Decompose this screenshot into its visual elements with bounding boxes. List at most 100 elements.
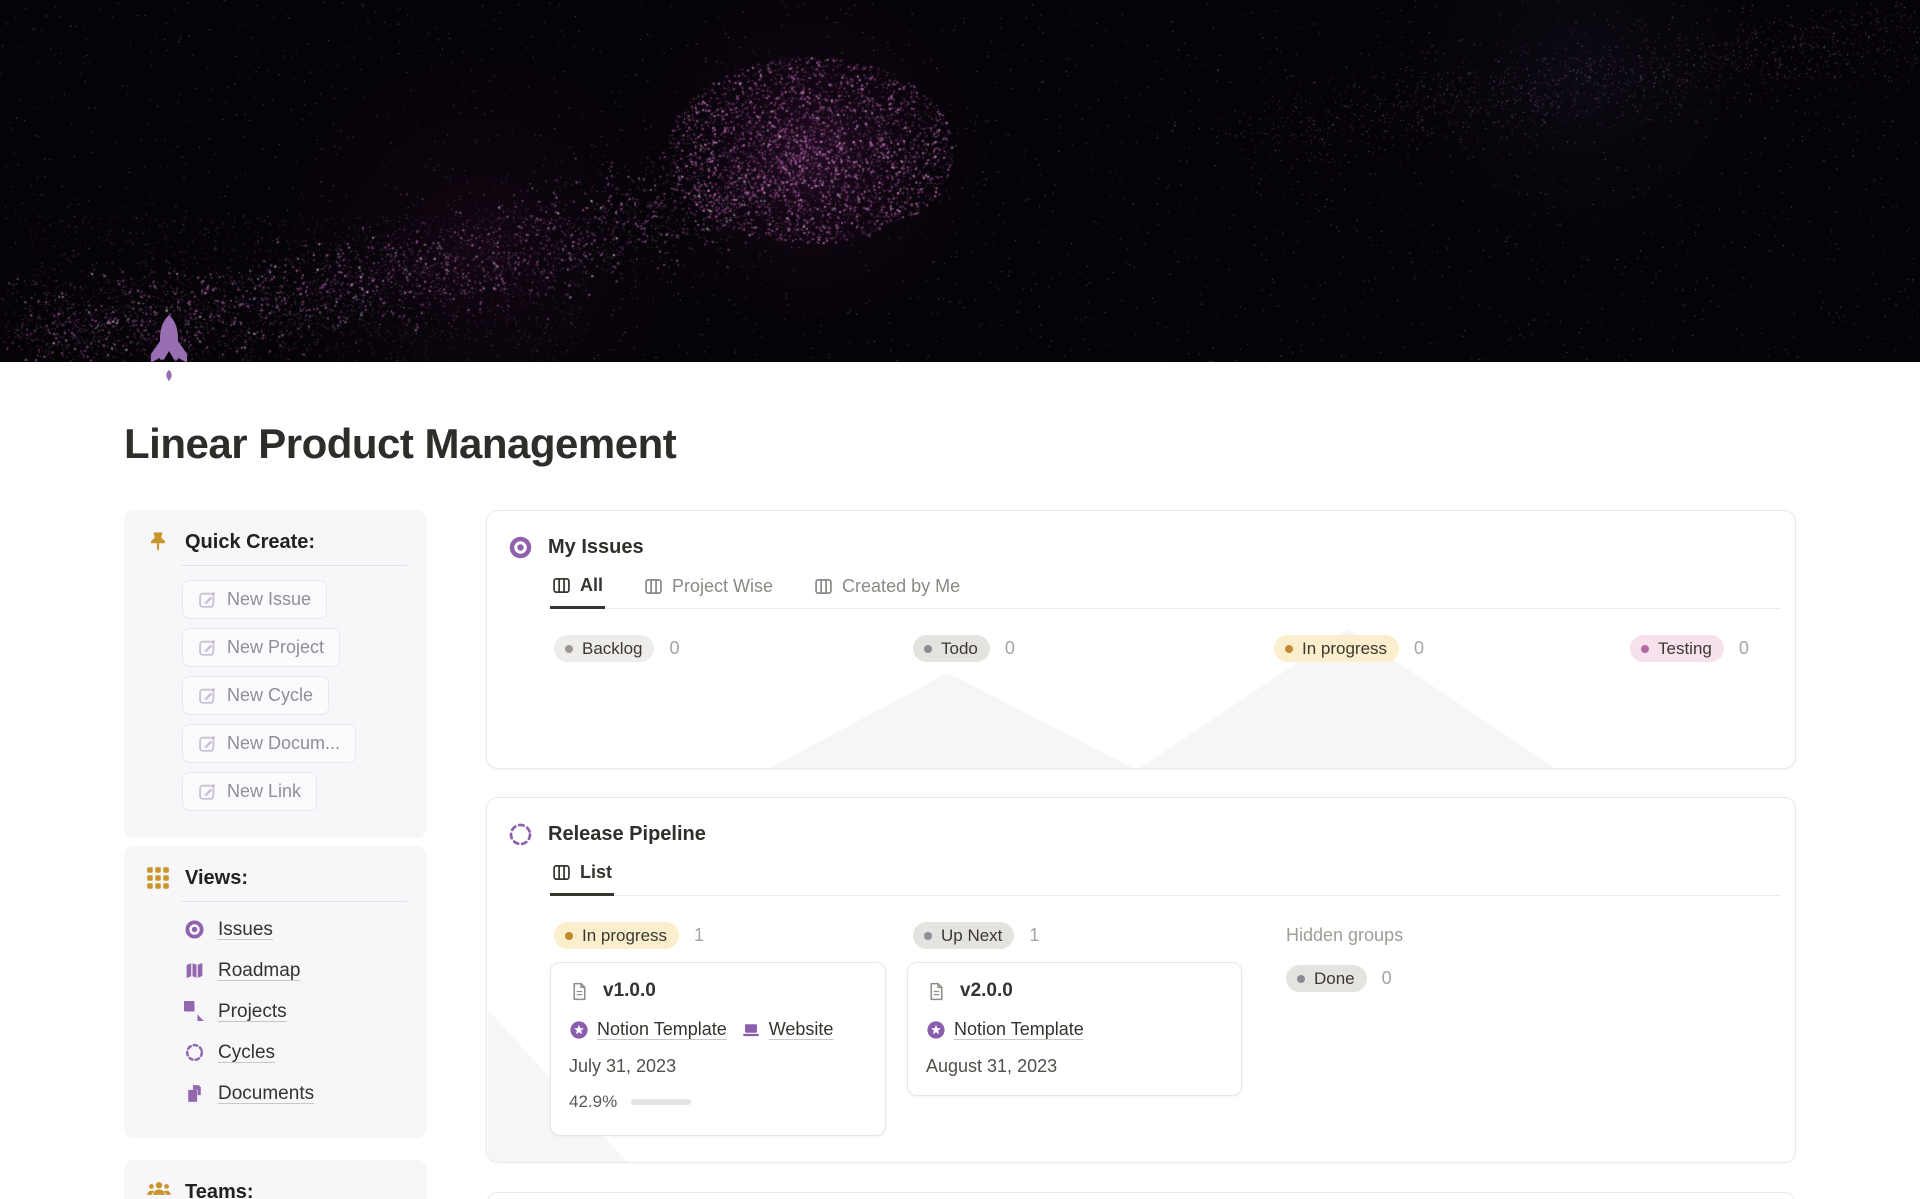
group-count: 0 (1381, 968, 1392, 988)
roadmap-map-icon (186, 962, 203, 979)
group-count: 0 (669, 638, 680, 658)
link-label: Website (768, 1019, 834, 1039)
new-issue-button[interactable]: New Issue (182, 580, 328, 619)
laptop-icon (742, 1023, 759, 1036)
release-card-v1[interactable]: v1.0.0 Notion Template Website (550, 962, 886, 1136)
in-progress-pill[interactable]: In progress (1274, 635, 1400, 662)
teams-heading: Teams: (185, 1180, 254, 1199)
group-testing: Testing 0 (1630, 635, 1795, 662)
quick-create-heading: Quick Create: (185, 530, 316, 553)
documents-pages-icon (188, 1085, 201, 1102)
my-issues-card: My Issues All Project Wise Created by Me (486, 510, 1796, 769)
status-dot (924, 644, 932, 653)
views-heading: Views: (185, 866, 248, 889)
star-circle-icon (927, 1020, 945, 1039)
tab-created-by-me[interactable]: Created by Me (812, 569, 962, 608)
up-next-pill[interactable]: Up Next (913, 922, 1015, 949)
status-dot (924, 931, 932, 940)
group-label: Up Next (941, 925, 1003, 945)
button-label: New Docum... (227, 733, 341, 753)
group-count: 1 (694, 925, 705, 945)
main-content: My Issues All Project Wise Created by Me (486, 510, 1796, 1199)
website-link[interactable]: Website (741, 1019, 834, 1040)
pushpin-icon (146, 530, 170, 554)
button-label: New Project (227, 637, 325, 657)
release-title: v2.0.0 (960, 980, 1013, 1001)
board-column-shade (766, 673, 1137, 768)
grid-icon (146, 866, 170, 890)
new-project-button[interactable]: New Project (182, 628, 341, 667)
projects-pie-icon (184, 1001, 204, 1021)
backlog-pill[interactable]: Backlog (554, 635, 655, 662)
group-count: 0 (1738, 638, 1749, 658)
tab-label: Project Wise (672, 576, 774, 596)
progress-bar (631, 1099, 692, 1105)
sidebar-item-projects[interactable]: Projects (184, 998, 407, 1025)
hidden-groups-label: Hidden groups (1286, 925, 1404, 945)
view-link-label: Projects (218, 1000, 287, 1022)
link-label: Notion Template (597, 1019, 727, 1039)
view-link-label: Roadmap (218, 959, 301, 981)
tab-label: All (580, 575, 604, 595)
release-card-v2[interactable]: v2.0.0 Notion Template August 31, 2023 (907, 962, 1242, 1096)
next-section-card (486, 1192, 1796, 1199)
column-hidden-groups: Hidden groups Done 0 (1286, 922, 1795, 1136)
compose-icon (199, 640, 215, 656)
tab-all[interactable]: All (550, 569, 606, 609)
page-title: Linear Product Management (124, 420, 677, 467)
testing-pill[interactable]: Testing (1630, 635, 1724, 662)
notion-template-link[interactable]: Notion Template (926, 1019, 1084, 1040)
compose-icon (199, 784, 215, 800)
people-icon (146, 1180, 171, 1199)
star-circle-icon (570, 1020, 588, 1039)
release-date: August 31, 2023 (926, 1056, 1058, 1076)
sidebar-item-issues[interactable]: Issues (184, 916, 407, 943)
rocket-page-icon[interactable] (146, 310, 192, 405)
group-label: In progress (582, 925, 668, 945)
status-dot (565, 644, 573, 653)
cover-image (0, 0, 1920, 362)
tab-project-wise[interactable]: Project Wise (642, 569, 775, 608)
release-pipeline-title: Release Pipeline (548, 823, 706, 845)
button-label: New Cycle (227, 685, 314, 705)
issue-donut-icon (185, 920, 204, 939)
in-progress-pill[interactable]: In progress (554, 922, 680, 949)
release-pipeline-tabs: List (550, 856, 1780, 896)
button-label: New Issue (227, 589, 312, 609)
board-view-icon (553, 577, 570, 594)
button-label: New Link (227, 781, 302, 801)
sidebar-item-documents[interactable]: Documents (184, 1080, 407, 1107)
column-in-progress: In progress 1 v1.0.0 Notion Template (550, 922, 913, 1136)
done-pill[interactable]: Done (1286, 965, 1367, 992)
sidebar-item-cycles[interactable]: Cycles (184, 1039, 407, 1066)
board-view-icon (553, 864, 570, 881)
tab-label: List (580, 862, 613, 882)
view-link-label: Cycles (218, 1041, 276, 1063)
board-view-icon (815, 578, 832, 595)
compose-icon (199, 688, 215, 704)
group-count: 0 (1414, 638, 1425, 658)
space-particles-art (0, 0, 1920, 362)
sidebar-item-roadmap[interactable]: Roadmap (184, 957, 407, 984)
new-document-button[interactable]: New Docum... (182, 724, 357, 763)
compose-icon (199, 736, 215, 752)
release-pipeline-card: Release Pipeline List In progress 1 (486, 797, 1796, 1163)
group-count: 0 (1004, 638, 1015, 658)
todo-pill[interactable]: Todo (913, 635, 990, 662)
group-label: Done (1314, 968, 1355, 988)
new-cycle-button[interactable]: New Cycle (182, 676, 330, 715)
status-dot (1641, 644, 1649, 653)
new-link-button[interactable]: New Link (182, 772, 318, 811)
group-done: Done 0 (1286, 965, 1795, 992)
board-view-icon (645, 578, 662, 595)
view-link-label: Issues (218, 918, 273, 940)
tab-list[interactable]: List (550, 856, 615, 896)
notion-template-link[interactable]: Notion Template (569, 1019, 727, 1040)
teams-section: Teams: (124, 1160, 427, 1199)
cycle-dashed-circle-icon (185, 1043, 204, 1062)
my-issues-tabs: All Project Wise Created by Me (550, 569, 1780, 609)
group-label: Backlog (582, 638, 643, 658)
status-dot (1297, 974, 1305, 983)
status-dot (565, 931, 573, 940)
